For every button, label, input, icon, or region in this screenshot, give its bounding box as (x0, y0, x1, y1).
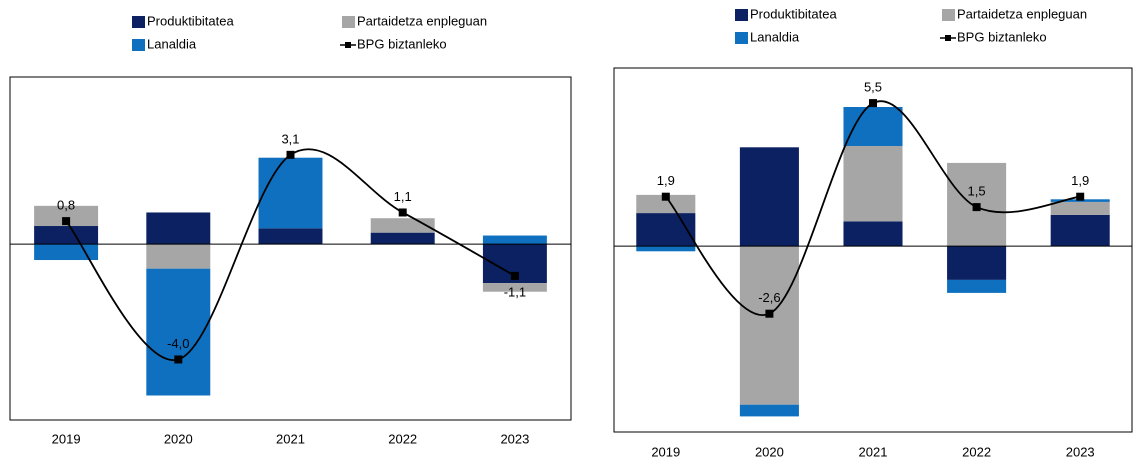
bar-segment (947, 246, 1007, 280)
line-marker (510, 271, 519, 280)
bar-segment (739, 404, 799, 417)
data-label: 1,1 (394, 189, 412, 204)
x-tick-label: 2020 (755, 444, 784, 459)
legend-swatch (735, 32, 748, 44)
bar-segment (482, 235, 547, 245)
legend-marker (345, 42, 351, 48)
x-tick-label: 2023 (500, 431, 529, 446)
bar-segment (482, 283, 547, 292)
bar-segment (1050, 201, 1110, 215)
data-label: -2,6 (758, 290, 780, 305)
bar-segment (636, 246, 696, 252)
bar-segment (146, 268, 211, 396)
x-tick-label: 2023 (1066, 444, 1095, 459)
legend-label: BPG biztanleko (957, 29, 1047, 44)
data-label: 0,8 (57, 198, 75, 213)
x-tick-label: 2019 (52, 431, 81, 446)
x-tick-label: 2021 (859, 444, 888, 459)
bar-segment (843, 146, 903, 222)
legend-swatch (735, 9, 748, 21)
data-label: 5,5 (864, 80, 882, 95)
legend-label: Produktibitatea (750, 6, 837, 21)
bar-segment (146, 212, 211, 245)
line-marker (398, 208, 407, 217)
legend-label: Produktibitatea (147, 13, 234, 28)
data-label: 1,9 (1071, 173, 1089, 188)
line-marker (62, 217, 71, 226)
legend-label: Partaidetza enpleguan (357, 13, 487, 28)
bar-segment (146, 244, 211, 269)
x-tick-label: 2020 (164, 431, 193, 446)
data-label: 1,5 (968, 184, 986, 199)
data-label: -4,0 (167, 336, 189, 351)
line-series (665, 100, 1081, 317)
bar-segment (258, 228, 323, 245)
bar-segment (1050, 214, 1110, 247)
bar-segment (636, 213, 696, 247)
bar-segment (636, 194, 696, 214)
line-marker (765, 309, 774, 318)
bar-segment (258, 157, 323, 229)
legend-swatch (132, 16, 145, 28)
bar-segment (739, 246, 799, 405)
legend-swatch (342, 16, 355, 28)
x-tick-label: 2022 (962, 444, 991, 459)
bar-segment (843, 107, 903, 146)
data-label: 1,9 (657, 173, 675, 188)
bar-segment (843, 221, 903, 247)
x-tick-label: 2022 (388, 431, 417, 446)
line-series (65, 148, 516, 361)
bar-segment (947, 279, 1007, 293)
legend-label: Partaidetza enpleguan (957, 6, 1087, 21)
legend-marker (945, 35, 951, 41)
line-marker (1076, 192, 1085, 201)
plot-frame (613, 67, 1133, 433)
line-marker (869, 99, 877, 108)
line-marker (286, 150, 295, 159)
bar-segment (34, 226, 99, 245)
bar-segment (34, 205, 99, 227)
legend-swatch (132, 39, 145, 51)
legend-swatch (942, 9, 955, 21)
x-tick-label: 2019 (651, 444, 680, 459)
bar-segment (370, 232, 435, 245)
data-label: -1,1 (504, 284, 526, 299)
legend-label: Lanaldia (147, 36, 197, 51)
legend-label: Lanaldia (750, 29, 800, 44)
legend-label: BPG biztanleko (357, 36, 447, 51)
data-label: 3,1 (281, 131, 299, 146)
line-marker (972, 203, 981, 212)
bar-segment (739, 147, 799, 247)
x-tick-label: 2021 (276, 431, 305, 446)
line-marker (661, 192, 670, 201)
plot-frame (9, 76, 572, 421)
line-marker (174, 355, 183, 364)
